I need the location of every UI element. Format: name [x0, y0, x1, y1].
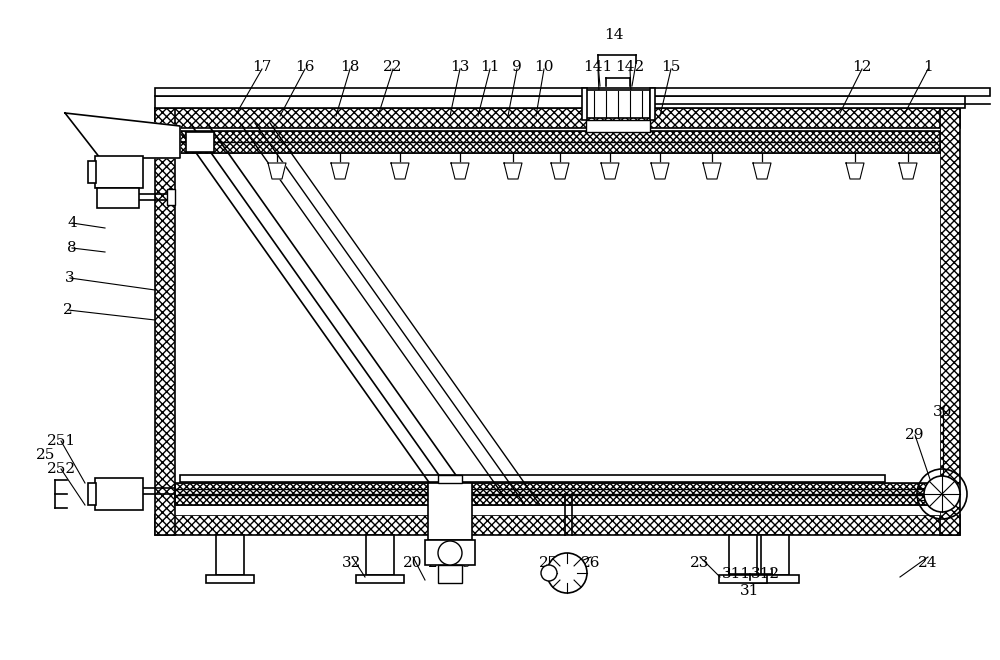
Bar [175, 483, 940, 505]
Bar [216, 535, 244, 575]
Text: 4: 4 [67, 216, 77, 230]
Text: 16: 16 [295, 60, 315, 74]
Bar [438, 565, 462, 583]
Text: 28: 28 [561, 556, 581, 570]
Bar [88, 161, 96, 183]
Text: 1: 1 [923, 60, 933, 74]
Bar [155, 88, 990, 96]
Bar [719, 575, 767, 583]
Bar [356, 575, 404, 583]
Bar [97, 188, 139, 208]
Polygon shape [703, 163, 721, 179]
Bar [438, 475, 462, 483]
Bar [186, 132, 214, 152]
Text: 251: 251 [46, 434, 76, 448]
Text: 252: 252 [46, 462, 76, 476]
Bar [175, 131, 940, 153]
Text: 21: 21 [428, 556, 448, 570]
Polygon shape [551, 163, 569, 179]
Bar [175, 128, 940, 515]
Text: 17: 17 [252, 60, 272, 74]
Bar [155, 108, 175, 535]
Bar [95, 156, 143, 188]
Text: 12: 12 [852, 60, 872, 74]
Text: 11: 11 [480, 60, 500, 74]
Polygon shape [846, 163, 864, 179]
Bar [940, 108, 960, 535]
Text: 22: 22 [383, 60, 403, 74]
Bar [729, 535, 757, 575]
Text: 32: 32 [342, 556, 362, 570]
Bar [761, 535, 789, 575]
Polygon shape [504, 163, 522, 179]
Text: 30: 30 [933, 405, 953, 419]
Text: 142: 142 [615, 60, 645, 74]
Polygon shape [391, 163, 409, 179]
Bar [167, 189, 175, 205]
Polygon shape [753, 163, 771, 179]
Bar [650, 88, 655, 120]
Bar [155, 515, 960, 535]
Circle shape [541, 565, 557, 581]
Text: 29: 29 [905, 428, 925, 442]
Text: 25: 25 [36, 448, 56, 462]
Circle shape [438, 541, 462, 565]
Bar [155, 108, 960, 128]
Text: 19: 19 [452, 556, 472, 570]
Text: 23: 23 [690, 556, 710, 570]
Text: 311: 311 [721, 567, 751, 581]
Polygon shape [601, 163, 619, 179]
Text: 312: 312 [750, 567, 780, 581]
Bar [586, 90, 650, 118]
Polygon shape [65, 113, 180, 158]
Text: 9: 9 [512, 60, 522, 74]
Bar [88, 483, 96, 505]
Text: 141: 141 [583, 60, 613, 74]
Text: 27: 27 [539, 556, 559, 570]
Bar [366, 535, 394, 575]
Text: 31: 31 [740, 584, 760, 598]
Text: 18: 18 [340, 60, 360, 74]
Bar [751, 575, 799, 583]
Text: 8: 8 [67, 241, 77, 255]
Bar [175, 131, 940, 153]
Text: 3: 3 [65, 271, 75, 285]
Bar [206, 575, 254, 583]
Polygon shape [331, 163, 349, 179]
Bar [586, 120, 650, 132]
Polygon shape [899, 163, 917, 179]
Text: 10: 10 [534, 60, 554, 74]
Text: 14: 14 [604, 28, 624, 42]
Text: 2: 2 [63, 303, 73, 317]
Bar [155, 96, 965, 108]
Polygon shape [268, 163, 286, 179]
Bar [428, 483, 472, 540]
Bar [582, 88, 587, 120]
Text: 20: 20 [403, 556, 423, 570]
Bar [180, 475, 885, 482]
Circle shape [547, 553, 587, 593]
Bar [175, 483, 940, 505]
Text: 26: 26 [581, 556, 601, 570]
Polygon shape [451, 163, 469, 179]
Text: 24: 24 [918, 556, 938, 570]
Circle shape [924, 476, 960, 512]
Text: 15: 15 [661, 60, 681, 74]
Bar [95, 478, 143, 510]
Bar [425, 540, 475, 565]
Polygon shape [651, 163, 669, 179]
Text: 13: 13 [450, 60, 470, 74]
